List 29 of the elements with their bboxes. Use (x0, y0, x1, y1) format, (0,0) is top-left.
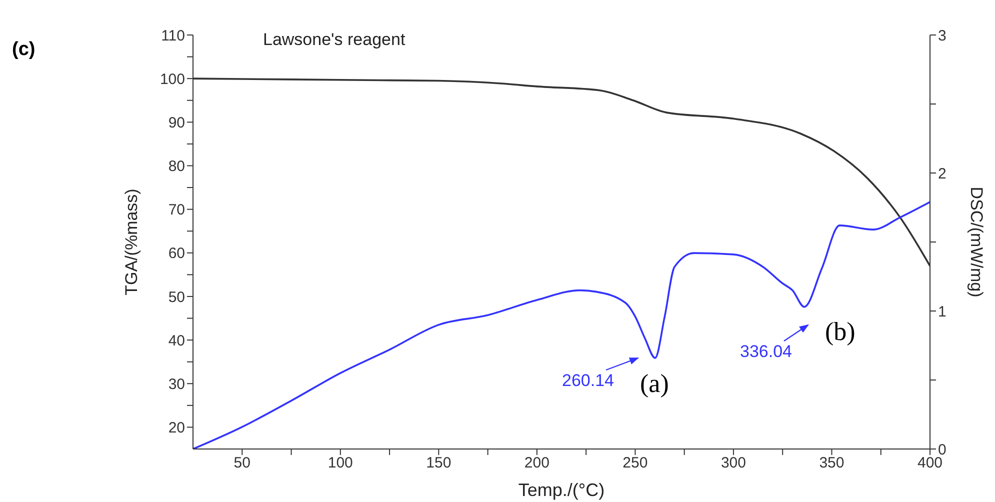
x-tick-label: 200 (524, 454, 550, 472)
y2-tick-label: 1 (938, 303, 946, 320)
y-tick-label: 100 (160, 70, 185, 88)
y2-tick-label: 3 (938, 27, 946, 44)
x-tick-label: 350 (819, 454, 844, 472)
y-tick-label: 80 (168, 158, 185, 176)
y-tick-label: 110 (161, 27, 185, 44)
x-tick-label: 300 (720, 454, 746, 472)
x-axis-title: Temp./(°C) (518, 480, 605, 500)
y2-axis-title: DSC/(mW/mg) (966, 186, 986, 298)
annotation: 260.14 (562, 371, 614, 390)
y-tick-label: 70 (168, 202, 185, 219)
y-tick-label: 30 (168, 376, 185, 393)
y2-tick-label: 2 (938, 165, 946, 182)
y-axis-title: TGA/(%mass) (122, 188, 142, 296)
chart-title: Lawsone's reagent (263, 30, 406, 49)
y-tick-label: 60 (168, 245, 185, 262)
x-tick-label: 100 (328, 454, 353, 472)
annotation: 336.04 (740, 342, 792, 361)
annotation: (a) (640, 369, 669, 398)
annotation: (b) (825, 317, 856, 346)
y-tick-label: 50 (168, 288, 185, 306)
y-tick-label: 40 (168, 332, 185, 350)
text: (c) (12, 39, 36, 60)
x-tick-label: 250 (622, 454, 648, 472)
x-tick-label: 150 (426, 454, 452, 472)
x-tick-label: 50 (234, 454, 250, 472)
y-tick-label: 20 (168, 420, 185, 437)
y-tick-label: 90 (168, 114, 185, 132)
